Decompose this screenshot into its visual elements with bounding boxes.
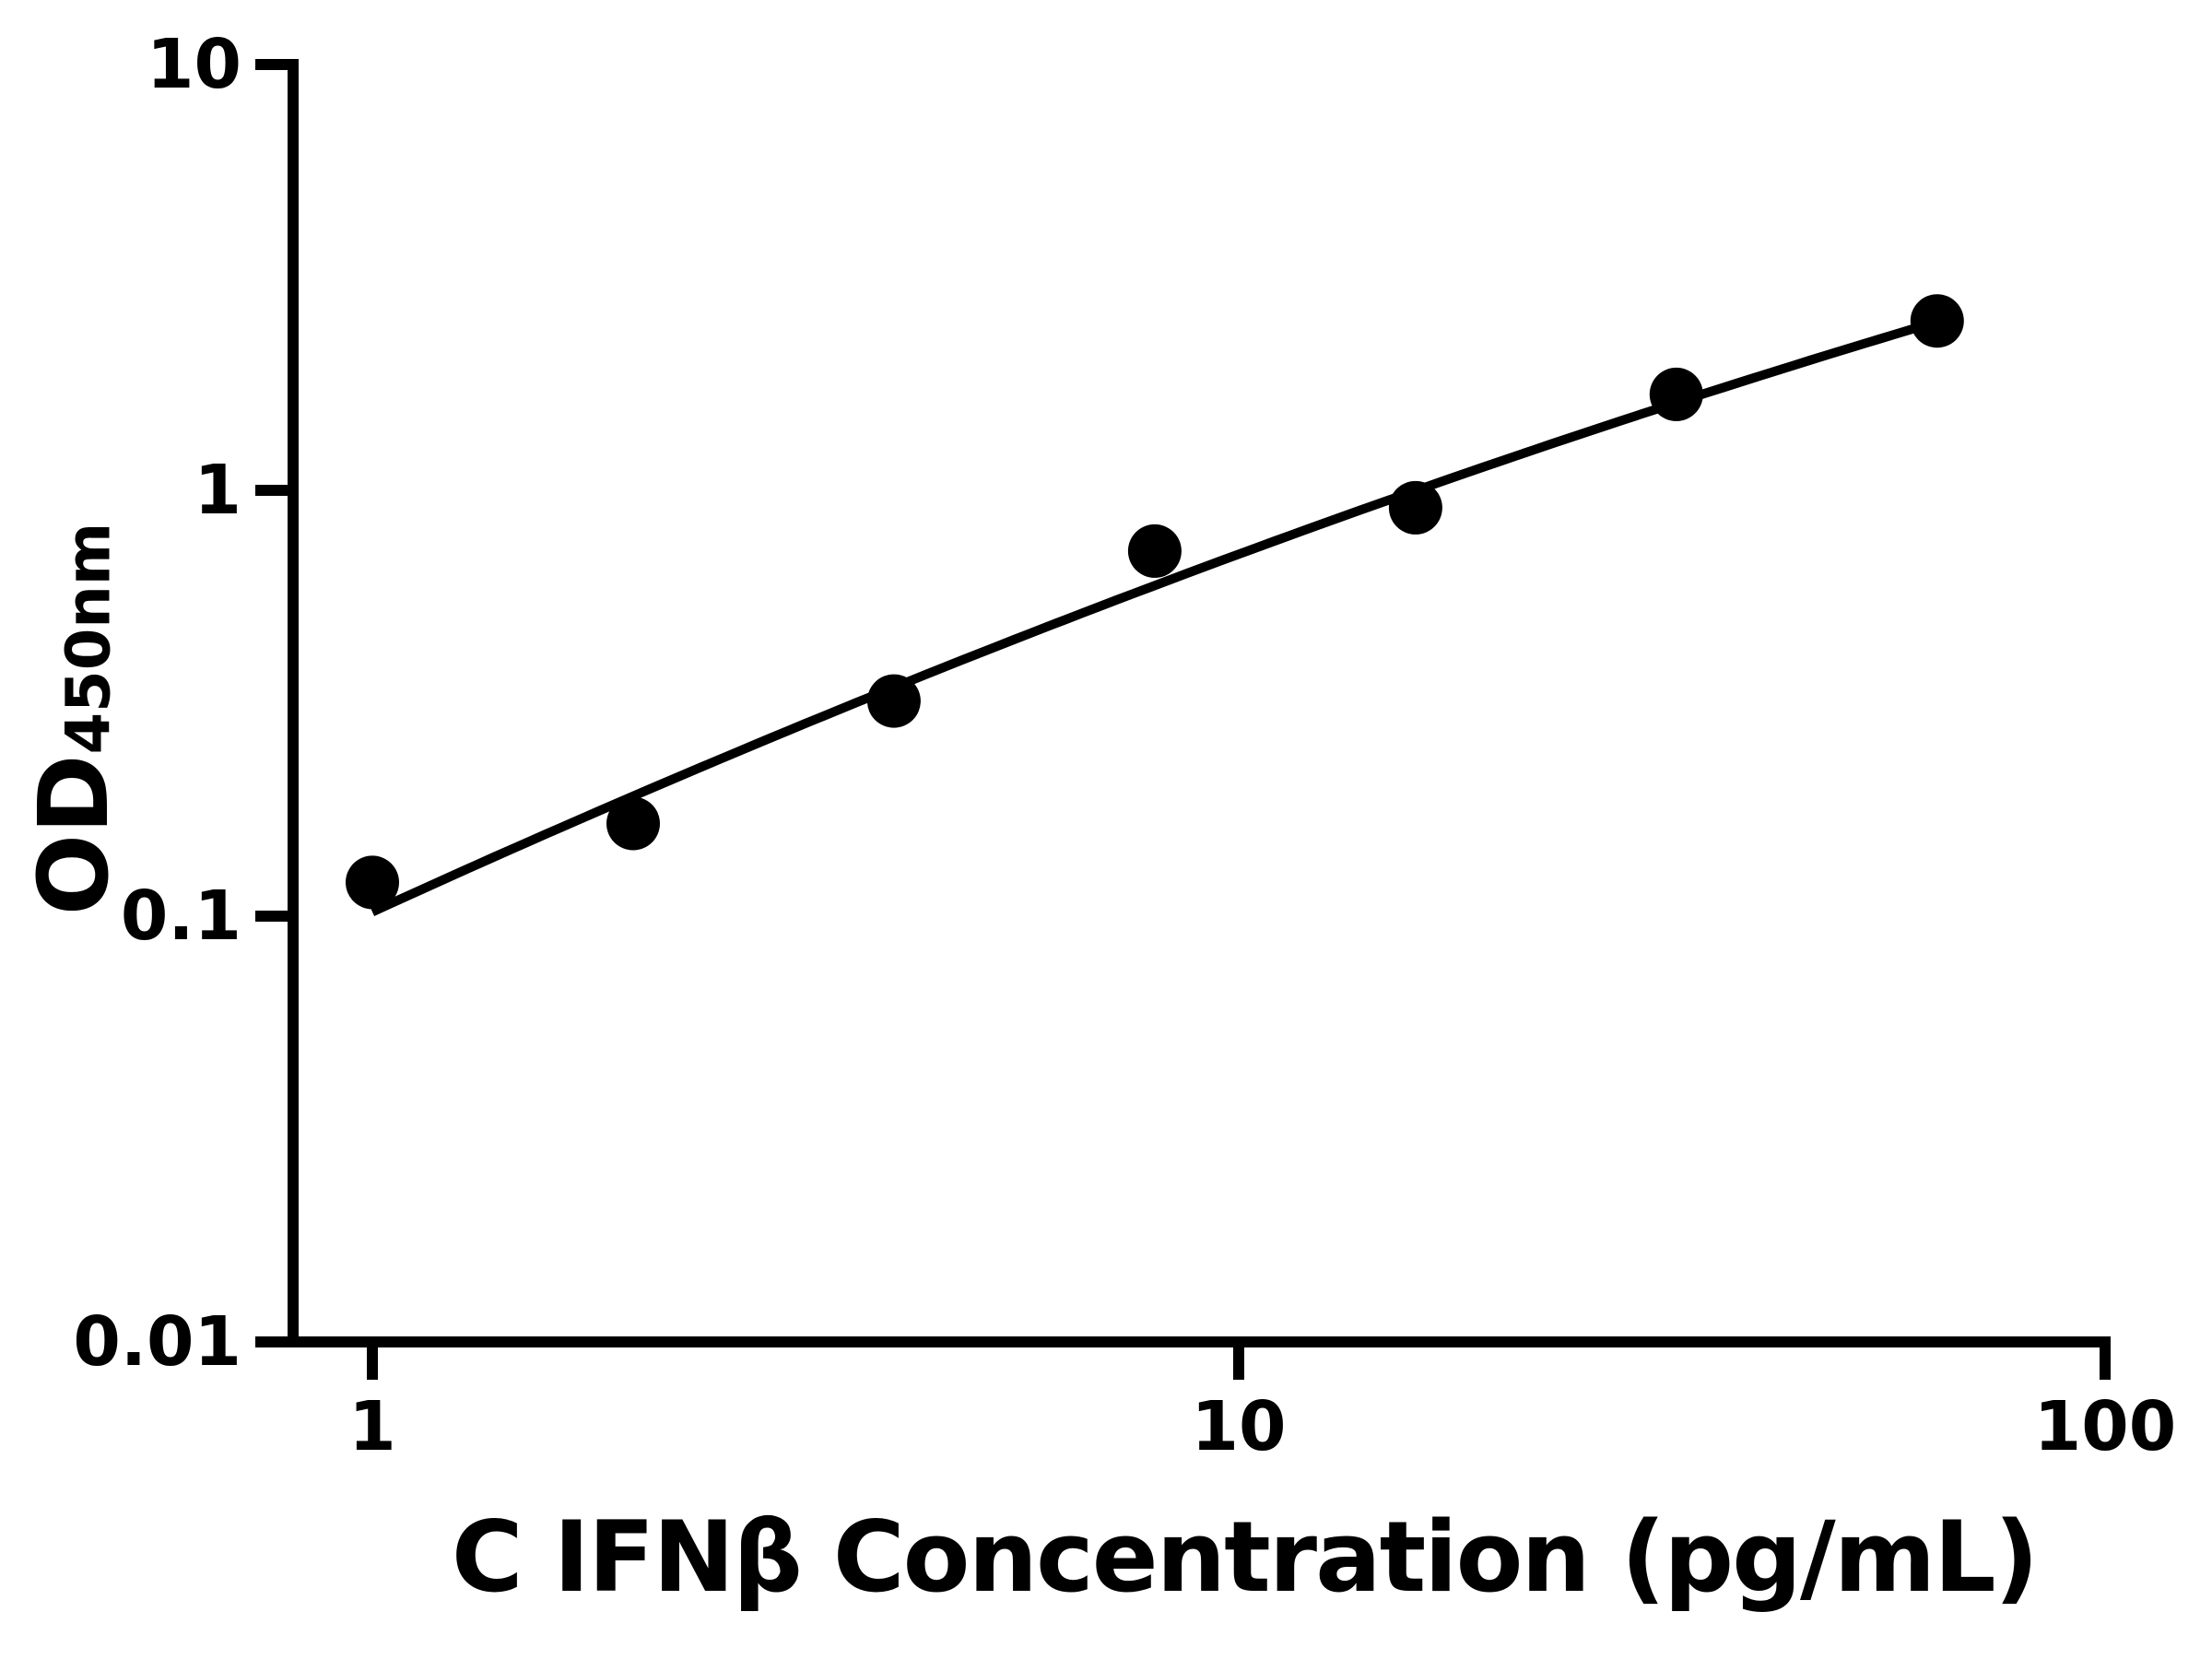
y-axis-title-subscript: 450nm [53,522,124,755]
fit-curve-path [370,318,1934,916]
x-tick-label: 100 [2033,1387,2177,1466]
x-tick-label: 1 [348,1387,396,1466]
data-point-marker [1910,294,1964,348]
data-point-marker [346,855,399,910]
y-axis-title: OD450nm [11,258,136,1180]
data-point-marker [1127,524,1182,578]
x-axis-title: C IFNβ Concentration (pg/mL) [451,1500,2039,1614]
y-tick-label: 10 [147,25,241,104]
data-point-marker [1388,480,1442,535]
y-tick-label: 0.01 [73,1302,241,1382]
data-point-marker [606,796,660,851]
x-tick-label: 10 [1191,1387,1287,1466]
y-tick-label: 1 [194,451,242,530]
y-tick-label: 0.1 [120,877,241,956]
data-point-marker [866,674,921,728]
data-point-marker [1649,367,1703,421]
